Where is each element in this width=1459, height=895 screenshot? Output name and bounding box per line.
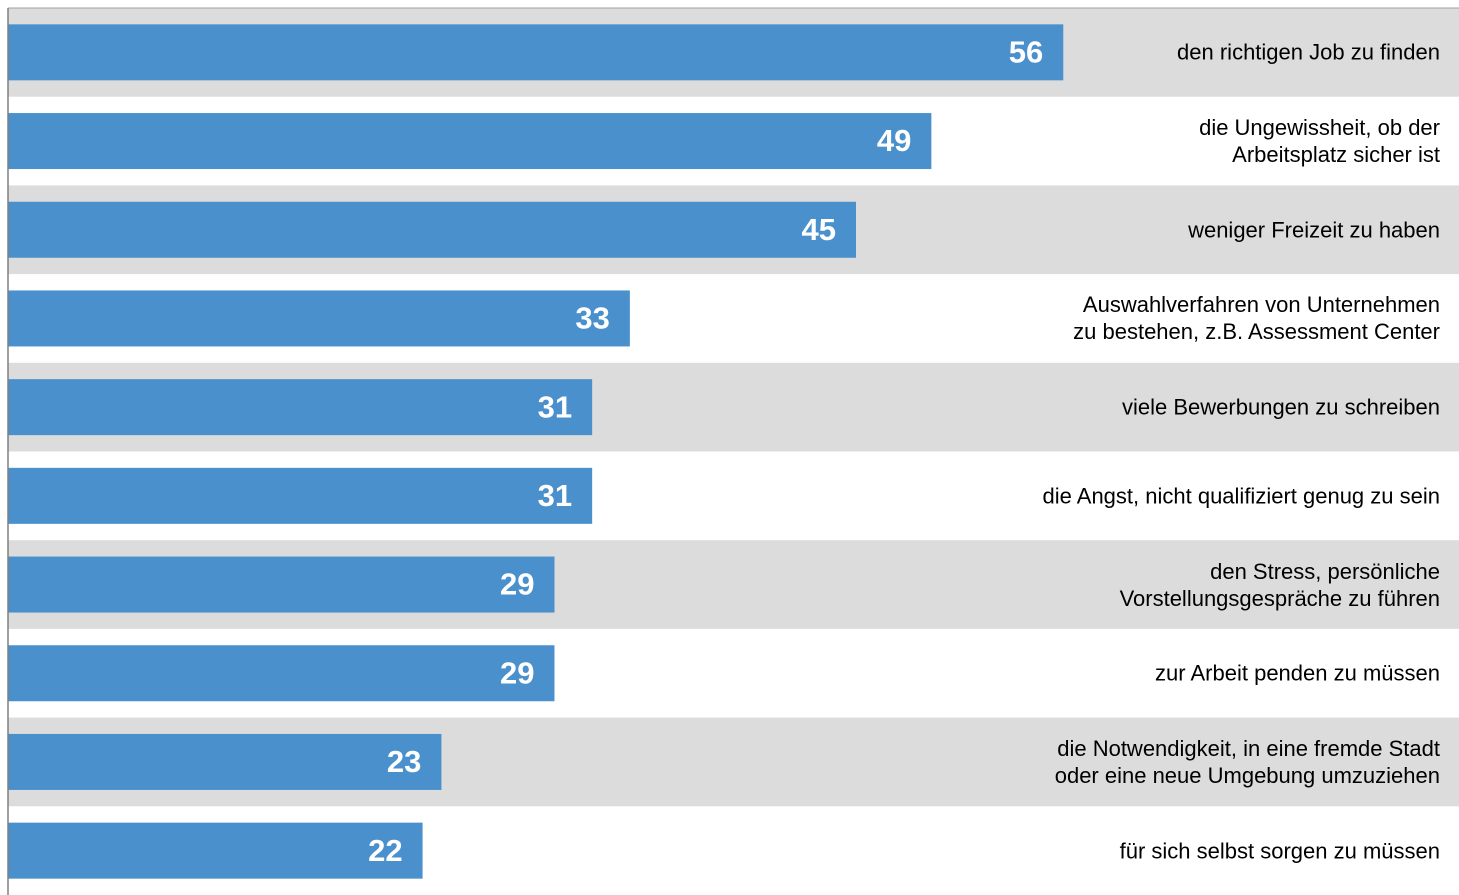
bar (8, 556, 555, 613)
category-label: den richtigen Job zu finden (1177, 39, 1440, 65)
category-label: den Stress, persönliche Vorstellungsgesp… (1119, 558, 1440, 611)
category-label: für sich selbst sorgen zu müssen (1119, 838, 1440, 864)
bar (8, 113, 932, 170)
bar (8, 24, 1064, 81)
category-label: die Angst, nicht qualifiziert genug zu s… (1042, 483, 1440, 509)
value-label: 56 (1009, 35, 1043, 70)
bar (8, 822, 423, 879)
value-label: 23 (387, 744, 421, 779)
bar (8, 733, 442, 790)
bar (8, 645, 555, 702)
value-label: 31 (538, 389, 572, 424)
value-label: 22 (368, 833, 402, 868)
value-label: 33 (575, 301, 609, 336)
value-label: 45 (802, 212, 836, 247)
value-label: 29 (500, 655, 534, 690)
category-label: die Notwendigkeit, in eine fremde Stadt … (1054, 735, 1440, 788)
category-label: viele Bewerbungen zu schreiben (1122, 394, 1440, 420)
value-label: 49 (877, 123, 911, 158)
value-label: 29 (500, 567, 534, 602)
category-label: Auswahlverfahren von Unternehmen zu best… (1073, 292, 1440, 345)
category-label: weniger Freizeit zu haben (1188, 217, 1440, 243)
category-label: die Ungewissheit, ob der Arbeitsplatz si… (1199, 115, 1440, 168)
category-label: zur Arbeit penden zu müssen (1155, 660, 1440, 686)
bar (8, 290, 630, 347)
bar (8, 379, 593, 436)
value-label: 31 (538, 478, 572, 513)
bar (8, 201, 856, 258)
bar (8, 467, 593, 524)
